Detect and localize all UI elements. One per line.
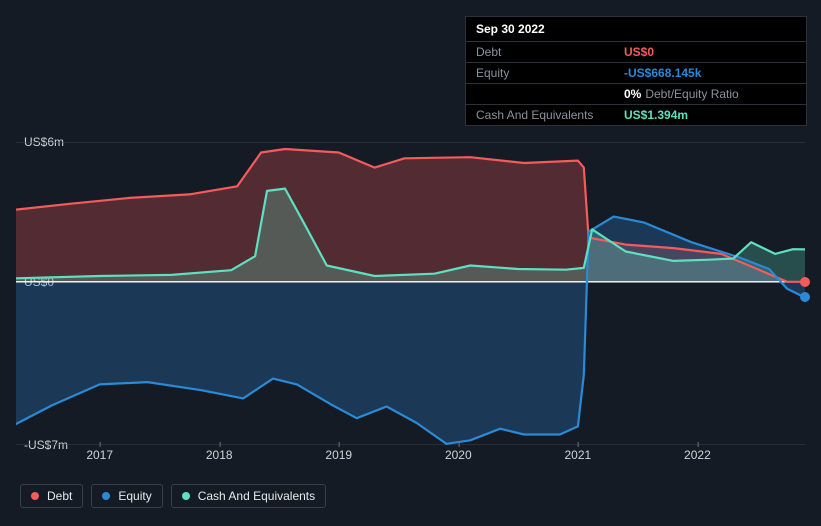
x-tick-label: 2019 — [325, 448, 352, 462]
tooltip-row: DebtUS$0 — [466, 41, 806, 62]
legend-swatch — [102, 492, 110, 500]
legend-item[interactable]: Cash And Equivalents — [171, 484, 326, 508]
chart-legend: Debt Equity Cash And Equivalents — [20, 484, 326, 508]
tooltip-row-label — [476, 87, 624, 101]
tooltip-row-label: Debt — [476, 45, 624, 59]
tooltip-row-value: -US$668.145k — [624, 66, 701, 80]
legend-item[interactable]: Debt — [20, 484, 83, 508]
legend-item[interactable]: Equity — [91, 484, 162, 508]
chart-plot-area — [16, 142, 805, 445]
tooltip-row: Equity-US$668.145k — [466, 62, 806, 83]
tooltip-row-label: Equity — [476, 66, 624, 80]
tooltip-row-value: US$0 — [624, 45, 654, 59]
legend-swatch — [182, 492, 190, 500]
x-tick-label: 2022 — [684, 448, 711, 462]
x-tick-label: 2020 — [445, 448, 472, 462]
legend-label: Cash And Equivalents — [198, 489, 315, 503]
series-end-dot — [800, 277, 810, 287]
hover-tooltip: Sep 30 2022 DebtUS$0Equity-US$668.145k0%… — [465, 16, 807, 126]
tooltip-row: 0% Debt/Equity Ratio — [466, 83, 806, 104]
tooltip-row-value: 0% Debt/Equity Ratio — [624, 87, 739, 101]
x-tick-label: 2018 — [206, 448, 233, 462]
tooltip-date: Sep 30 2022 — [466, 17, 806, 41]
legend-label: Equity — [118, 489, 151, 503]
x-tick-label: 2021 — [565, 448, 592, 462]
x-tick-label: 2017 — [86, 448, 113, 462]
tooltip-row-label: Cash And Equivalents — [476, 108, 624, 122]
financials-chart[interactable]: US$6mUS$0-US$7m — [16, 120, 805, 445]
x-axis: 2017 2018 2019 2020 2021 2022 — [16, 448, 805, 466]
tooltip-row-value: US$1.394m — [624, 108, 688, 122]
tooltip-row: Cash And EquivalentsUS$1.394m — [466, 104, 806, 125]
legend-swatch — [31, 492, 39, 500]
legend-label: Debt — [47, 489, 72, 503]
series-end-dot — [800, 292, 810, 302]
